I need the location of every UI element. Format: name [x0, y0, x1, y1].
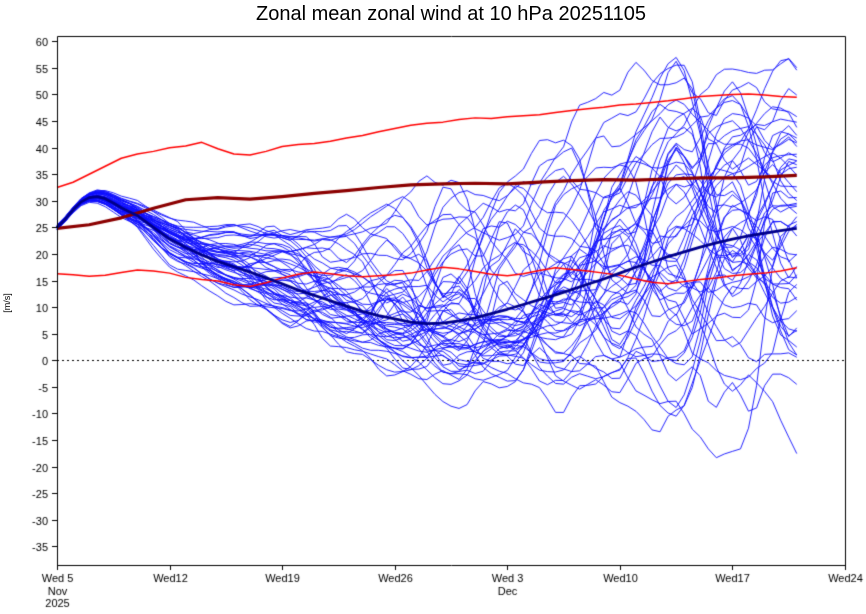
chart-title: Zonal mean zonal wind at 10 hPa 20251105 [256, 3, 646, 25]
y-axis-unit-label: [m/s] [2, 293, 12, 313]
